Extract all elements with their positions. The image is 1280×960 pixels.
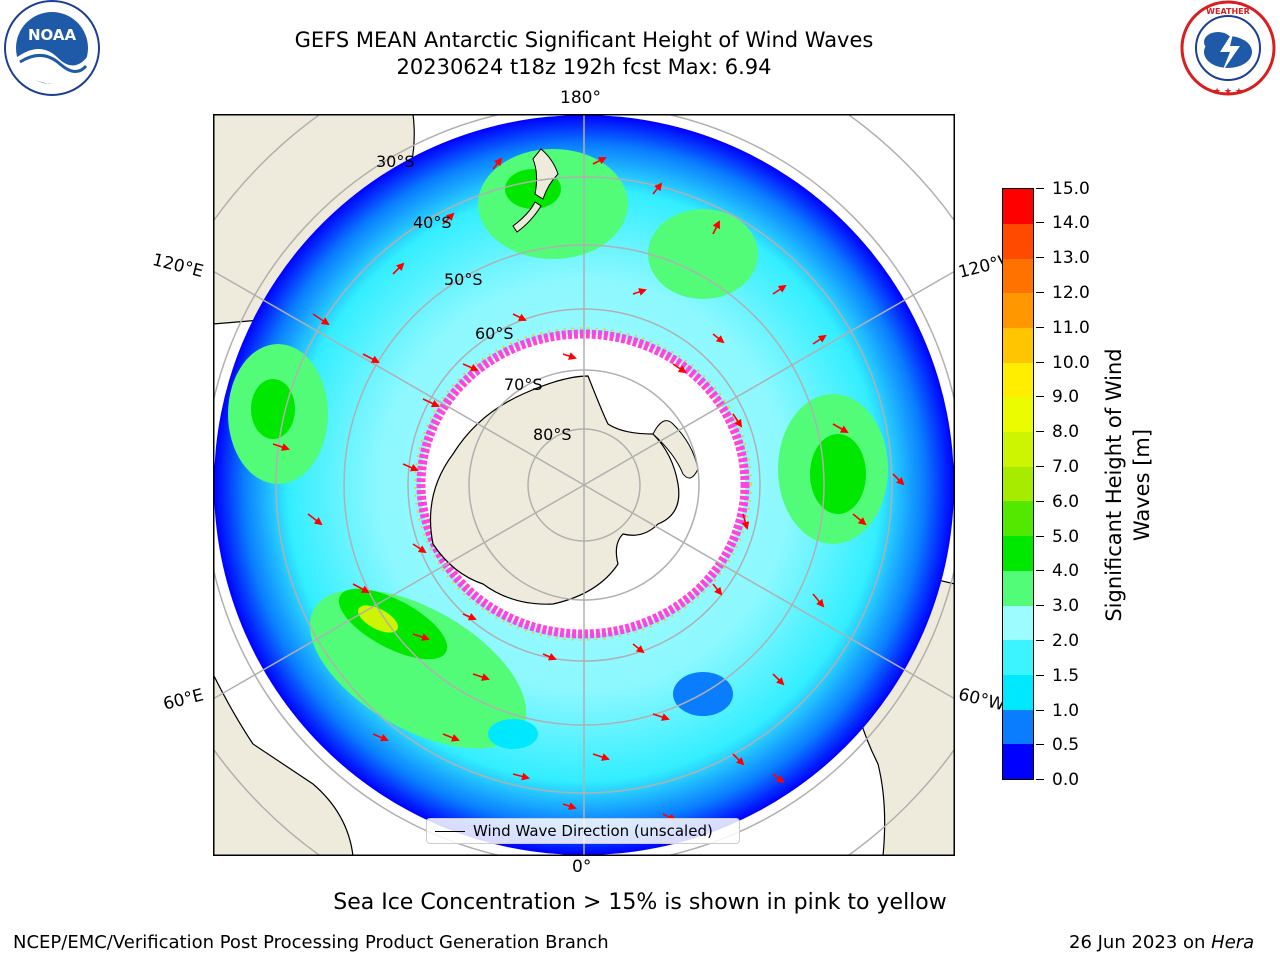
colorbar-seg-10 — [1003, 397, 1033, 433]
colorbar-label: 12.0 — [1052, 283, 1090, 303]
wave-patch-lowsea-2 — [488, 719, 538, 749]
colorbar-seg-7 — [1003, 501, 1033, 537]
colorbar-label: 0.5 — [1052, 735, 1080, 755]
colorbar-label: 8.0 — [1052, 422, 1080, 442]
wave-arrows — [272, 157, 905, 821]
colorbar-seg-9 — [1003, 432, 1033, 467]
colorbar-title: Significant Height of Wind Waves [m] — [1102, 348, 1154, 622]
wave-patch-south-pacific — [648, 209, 758, 299]
lat-label-40s: 40°S — [413, 213, 452, 232]
colorbar-label: 11.0 — [1052, 318, 1090, 338]
colorbar-label: 1.5 — [1052, 666, 1080, 686]
colorbar-label: 0.0 — [1052, 770, 1080, 790]
colorbar-label: 3.0 — [1052, 596, 1080, 616]
land-new-zealand — [532, 148, 559, 200]
colorbar-tick — [1036, 396, 1044, 397]
svg-text:NOAA: NOAA — [28, 26, 77, 44]
colorbar-tick — [1036, 466, 1044, 467]
colorbar-label: 13.0 — [1052, 248, 1090, 268]
lon-label-60w: 60°W — [956, 684, 1007, 716]
colorbar-label: 2.0 — [1052, 631, 1080, 651]
colorbar-tick — [1036, 675, 1044, 676]
colorbar-tick — [1036, 605, 1044, 606]
lon-label-180: 180° — [560, 88, 601, 108]
colorbar-seg-8 — [1003, 466, 1033, 502]
noaa-logo-icon: NOAA — [4, 0, 100, 96]
lat-label-50s: 50°S — [444, 270, 483, 289]
colorbar-tick — [1036, 710, 1044, 711]
colorbar-tick — [1036, 536, 1044, 537]
map-title: GEFS MEAN Antarctic Significant Height o… — [294, 28, 874, 52]
lat-label-70s: 70°S — [504, 375, 543, 394]
map-legend: Wind Wave Direction (unscaled) — [426, 818, 740, 844]
credit-date-text: 26 Jun 2023 on — [1069, 932, 1212, 953]
wave-patch-pacific-core — [810, 434, 866, 514]
lat-label-30s: 30°S — [376, 152, 415, 171]
colorbar-seg-15 — [1003, 223, 1033, 259]
sea-ice-caption: Sea Ice Concentration > 15% is shown in … — [333, 890, 947, 915]
colorbar-tick — [1036, 744, 1044, 745]
colorbar-tick — [1036, 222, 1044, 223]
colorbar-label: 10.0 — [1052, 353, 1090, 373]
colorbar-tick — [1036, 431, 1044, 432]
legend-label: Wind Wave Direction (unscaled) — [473, 822, 713, 840]
credit-organization: NCEP/EMC/Verification Post Processing Pr… — [13, 932, 609, 953]
colorbar-tick — [1036, 188, 1044, 189]
colorbar-seg-5 — [1003, 570, 1033, 606]
colorbar-seg-3 — [1003, 640, 1033, 675]
lat-label-60s: 60°S — [475, 324, 514, 343]
colorbar-label: 6.0 — [1052, 492, 1080, 512]
colorbar-seg-11 — [1003, 362, 1033, 398]
polar-map — [213, 114, 955, 856]
credit-date: 26 Jun 2023 on Hera — [1069, 932, 1254, 953]
colorbar-seg-4 — [1003, 605, 1033, 641]
colorbar-tick — [1036, 640, 1044, 641]
colorbar-tick — [1036, 257, 1044, 258]
map-subtitle: 20230624 t18z 192h fcst Max: 6.94 — [396, 55, 772, 79]
svg-text:WEATHER: WEATHER — [1206, 7, 1250, 16]
colorbar-tick — [1036, 362, 1044, 363]
colorbar-label: 1.0 — [1052, 701, 1080, 721]
colorbar-seg-1 — [1003, 709, 1033, 745]
colorbar-label: 9.0 — [1052, 387, 1080, 407]
colorbar-label: 7.0 — [1052, 457, 1080, 477]
graticule — [213, 114, 955, 856]
colorbar-label: 15.0 — [1052, 179, 1090, 199]
land-new-zealand-south — [512, 201, 542, 233]
lon-label-0: 0° — [572, 857, 592, 877]
colorbar-label: 5.0 — [1052, 527, 1080, 547]
colorbar-seg-14 — [1003, 258, 1033, 294]
colorbar-seg-13 — [1003, 293, 1033, 329]
lon-label-120e: 120°E — [150, 250, 206, 282]
nws-logo-icon: WEATHER ★ ★ ★ — [1180, 0, 1276, 97]
land-africa — [213, 673, 354, 856]
wave-patch-indian-peak — [358, 605, 398, 633]
colorbar-label: 14.0 — [1052, 213, 1090, 233]
legend-line-icon — [435, 830, 465, 832]
sea-ice-edge-yellow — [414, 327, 752, 641]
colorbar-tick — [1036, 292, 1044, 293]
colorbar-seg-6 — [1003, 536, 1033, 571]
colorbar-seg-0 — [1003, 744, 1033, 779]
colorbar-seg-12 — [1003, 328, 1033, 363]
colorbar-tick — [1036, 501, 1044, 502]
colorbar-label: 4.0 — [1052, 561, 1080, 581]
colorbar-tick — [1036, 570, 1044, 571]
wave-patch-west-core — [251, 379, 295, 439]
lon-label-60e: 60°E — [161, 685, 206, 715]
lat-label-80s: 80°S — [533, 425, 572, 444]
colorbar-seg-2 — [1003, 674, 1033, 710]
credit-host: Hera — [1211, 932, 1255, 953]
colorbar-tick — [1036, 779, 1044, 780]
colorbar-tick — [1036, 327, 1044, 328]
colorbar — [1002, 188, 1034, 780]
svg-text:★ ★ ★: ★ ★ ★ — [1213, 87, 1243, 97]
colorbar-seg-16 — [1003, 189, 1033, 224]
